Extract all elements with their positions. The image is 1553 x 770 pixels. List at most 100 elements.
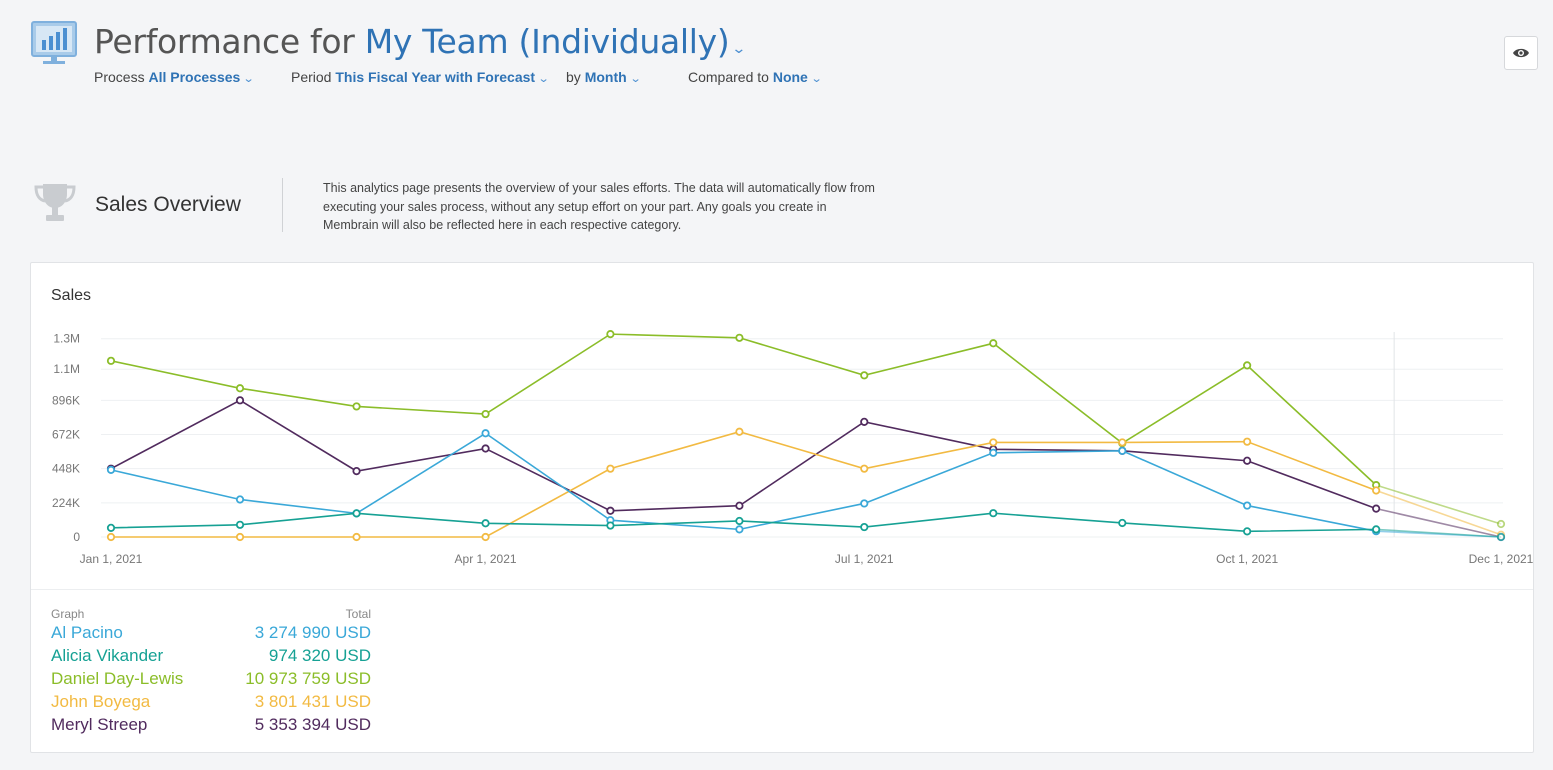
- data-point: [1118, 518, 1127, 528]
- data-point: [481, 532, 490, 542]
- data-point: [1243, 527, 1252, 536]
- data-point: [989, 438, 998, 447]
- data-point: [352, 509, 361, 518]
- data-point: [1243, 437, 1252, 446]
- x-tick-label: Dec 1, 2021: [1469, 552, 1533, 566]
- legend-header: Graph Total: [51, 607, 371, 623]
- legend-total: 3 801 431 USD: [254, 692, 371, 711]
- interval-filter-label: by: [566, 69, 581, 85]
- process-filter[interactable]: Process All Processes ⌄: [94, 69, 255, 85]
- data-point: [1118, 438, 1127, 447]
- data-point: [235, 396, 245, 405]
- legend-name[interactable]: Daniel Day-Lewis: [51, 669, 184, 688]
- data-point: [235, 532, 245, 542]
- data-point: [606, 330, 615, 339]
- series-line: [110, 432, 1377, 532]
- series-forecast-line: [1375, 489, 1502, 536]
- data-point: [1118, 446, 1127, 455]
- chevron-down-icon: ⌄: [242, 73, 255, 85]
- legend-total: 5 353 394 USD: [254, 715, 371, 734]
- eye-icon: [1513, 48, 1529, 58]
- y-tick-label: 672K: [52, 428, 80, 442]
- y-tick-label: 224K: [52, 496, 80, 510]
- data-point: [235, 520, 245, 529]
- data-point: [1496, 519, 1506, 529]
- legend-header-total: Total: [345, 607, 371, 621]
- legend-row: Meryl Streep 5 353 394 USD: [51, 715, 371, 738]
- sales-card: Sales 0 224K 448K 672K 896K 1.1M 1.3M Jan 1, 20…: [30, 262, 1534, 753]
- y-tick-label: 0: [73, 530, 80, 544]
- x-tick-label: Jul 1, 2021: [835, 552, 894, 566]
- legend-name[interactable]: John Boyega: [51, 692, 151, 711]
- legend-header-graph: Graph: [51, 607, 85, 621]
- legend-divider: [31, 589, 1533, 590]
- compare-filter-label: Compared to: [688, 69, 769, 85]
- series-forecast-line: [1375, 484, 1502, 525]
- data-point: [1372, 525, 1381, 534]
- data-point: [735, 516, 744, 526]
- period-filter[interactable]: Period This Fiscal Year with Forecast ⌄: [291, 69, 550, 85]
- series-line: [110, 399, 1377, 512]
- data-point: [735, 427, 744, 436]
- compare-filter-value: None: [772, 69, 808, 85]
- process-filter-value: All Processes: [148, 69, 241, 85]
- data-point: [352, 402, 361, 411]
- series-forecast-line: [1375, 507, 1502, 538]
- data-point: [235, 384, 245, 393]
- period-filter-value: This Fiscal Year with Forecast: [335, 69, 536, 85]
- chevron-down-icon: ⌄: [731, 41, 747, 57]
- team-selector[interactable]: My Team (Individually) ⌄: [364, 22, 747, 61]
- data-point: [860, 371, 869, 380]
- card-title: Sales: [51, 287, 92, 304]
- data-point: [1496, 532, 1506, 542]
- team-selector-label: My Team (Individually): [364, 22, 730, 61]
- data-point: [735, 501, 744, 510]
- data-point: [860, 464, 869, 473]
- data-point: [1372, 504, 1381, 513]
- data-point: [735, 525, 744, 534]
- y-tick-label: 896K: [52, 393, 80, 407]
- legend-name[interactable]: Alicia Vikander: [51, 646, 164, 665]
- page-title-prefix: Performance for: [94, 22, 355, 61]
- data-point: [735, 333, 744, 342]
- legend-total: 974 320 USD: [268, 646, 371, 665]
- data-point: [1243, 456, 1252, 465]
- data-point: [481, 519, 490, 528]
- section-description: This analytics page presents the overvie…: [323, 181, 875, 232]
- legend-total: 10 973 759 USD: [245, 669, 371, 688]
- data-point: [106, 465, 116, 474]
- x-tick-label: Oct 1, 2021: [1216, 552, 1278, 566]
- data-point: [481, 444, 490, 453]
- y-tick-label: 448K: [52, 462, 80, 476]
- data-point: [606, 464, 615, 473]
- data-point: [352, 532, 361, 542]
- data-point: [989, 339, 998, 348]
- legend-name[interactable]: Al Pacino: [51, 623, 123, 642]
- page-title: Performance for My Team (Individually) ⌄: [94, 22, 747, 61]
- data-point: [860, 417, 869, 426]
- visibility-button[interactable]: [1504, 36, 1538, 70]
- legend-table: Graph Total Al Pacino 3 274 990 USD Alic…: [51, 607, 371, 738]
- data-point: [106, 523, 116, 532]
- data-point: [989, 509, 998, 518]
- data-point: [860, 499, 869, 508]
- x-tick-label: Apr 1, 2021: [455, 552, 517, 566]
- monitor-chart-icon: [30, 20, 78, 66]
- legend-row: John Boyega 3 801 431 USD: [51, 692, 371, 715]
- y-tick-label: 1.1M: [53, 362, 80, 376]
- data-point: [1372, 486, 1381, 495]
- data-point: [1243, 361, 1252, 370]
- data-point: [481, 429, 490, 438]
- process-filter-label: Process: [94, 69, 145, 85]
- series-line: [110, 333, 1377, 486]
- interval-filter[interactable]: by Month ⌄: [566, 69, 641, 85]
- chevron-down-icon: ⌄: [810, 73, 823, 85]
- y-tick-label: 1.3M: [53, 332, 80, 346]
- data-point: [106, 532, 116, 542]
- legend-row: Alicia Vikander 974 320 USD: [51, 646, 371, 669]
- legend-name[interactable]: Meryl Streep: [51, 715, 148, 734]
- data-point: [235, 495, 245, 504]
- section-divider: [282, 178, 283, 232]
- data-point: [606, 506, 615, 515]
- compare-filter[interactable]: Compared to None ⌄: [688, 69, 823, 85]
